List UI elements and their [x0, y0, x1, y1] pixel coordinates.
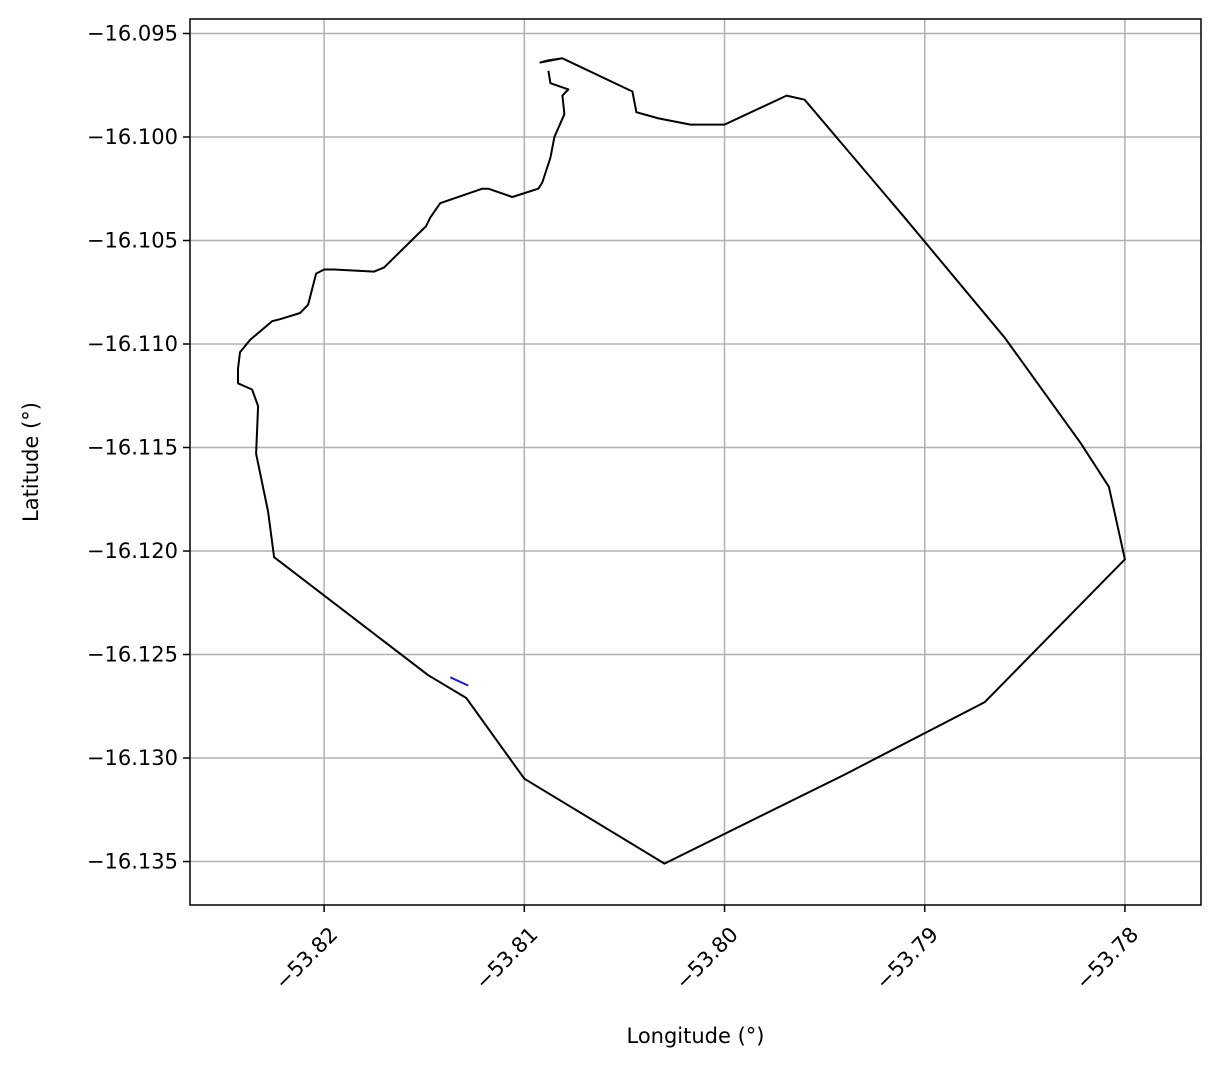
- x-axis-label: Longitude (°): [626, 1024, 764, 1048]
- y-tick-label: −16.095: [87, 21, 178, 45]
- y-tick-label: −16.110: [87, 332, 178, 356]
- boundary-line: [449, 676, 469, 687]
- y-tick-label: −16.100: [87, 125, 178, 149]
- y-tick-label: −16.120: [87, 539, 178, 563]
- y-tick-label: −16.125: [87, 643, 178, 667]
- gridlines: [190, 19, 1201, 905]
- y-tick-label: −16.130: [87, 746, 178, 770]
- boundary-line: [237, 57, 1126, 865]
- y-tick-label: −16.115: [87, 436, 178, 460]
- boundary-lines: [237, 57, 1126, 865]
- y-tick-label: −16.105: [87, 229, 178, 253]
- y-axis-ticks: −16.095 −16.100 −16.105 −16.110 −16.115 −16.1…: [87, 21, 190, 874]
- y-axis-label: Latitude (°): [19, 402, 43, 522]
- y-tick-label: −16.135: [87, 850, 178, 874]
- axes-frame: [189, 18, 1202, 906]
